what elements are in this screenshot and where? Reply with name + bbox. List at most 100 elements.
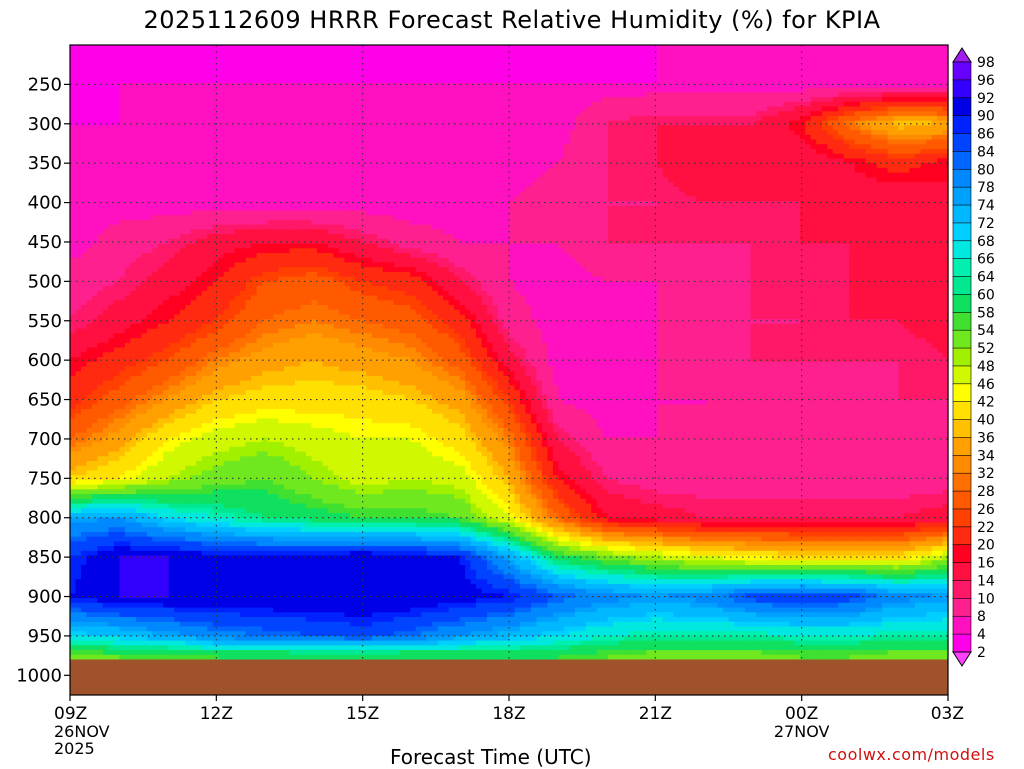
- rh-cell: [147, 352, 153, 357]
- rh-cell: [81, 452, 87, 457]
- rh-cell: [158, 480, 164, 485]
- rh-cell: [119, 201, 125, 206]
- rh-cell: [158, 78, 164, 83]
- rh-cell: [169, 409, 175, 414]
- rh-cell: [136, 551, 142, 556]
- rh-cell: [147, 570, 153, 575]
- rh-cell: [169, 532, 175, 537]
- rh-cell: [202, 409, 208, 414]
- rh-cell: [130, 262, 136, 267]
- rh-cell: [81, 262, 87, 267]
- rh-cell: [103, 88, 109, 93]
- rh-cell: [114, 173, 120, 178]
- rh-cell: [158, 508, 164, 513]
- rh-cell: [114, 608, 120, 613]
- rh-cell: [180, 220, 186, 225]
- rh-cell: [86, 210, 92, 215]
- rh-cell: [103, 130, 109, 135]
- rh-cell: [191, 480, 197, 485]
- rh-cell: [97, 650, 103, 655]
- rh-cell: [125, 144, 131, 149]
- rh-cell: [92, 636, 98, 641]
- rh-cell: [130, 135, 136, 140]
- rh-cell: [169, 333, 175, 338]
- rh-cell: [81, 437, 87, 442]
- rh-cell: [169, 489, 175, 494]
- rh-cell: [125, 50, 131, 55]
- rh-cell: [75, 437, 81, 442]
- rh-cell: [108, 196, 114, 201]
- rh-cell: [191, 338, 197, 343]
- rh-cell: [180, 106, 186, 111]
- rh-cell: [75, 92, 81, 97]
- rh-cell: [202, 140, 208, 145]
- rh-cell: [130, 641, 136, 646]
- rh-cell: [125, 234, 131, 239]
- rh-cell: [174, 522, 180, 527]
- rh-cell: [70, 499, 76, 504]
- rh-cell: [196, 187, 202, 192]
- rh-cell: [202, 102, 208, 107]
- rh-cell: [108, 622, 114, 627]
- rh-cell: [130, 140, 136, 145]
- rh-cell: [130, 522, 136, 527]
- rh-cell: [141, 324, 147, 329]
- rh-cell: [141, 149, 147, 154]
- rh-cell: [108, 570, 114, 575]
- rh-cell: [86, 527, 92, 532]
- rh-cell: [125, 603, 131, 608]
- rh-cell: [152, 182, 158, 187]
- rh-cell: [152, 163, 158, 168]
- rh-cell: [97, 608, 103, 613]
- rh-cell: [75, 381, 81, 386]
- rh-cell: [180, 456, 186, 461]
- rh-cell: [97, 428, 103, 433]
- rh-cell: [174, 622, 180, 627]
- rh-cell: [136, 182, 142, 187]
- rh-cell: [152, 452, 158, 457]
- rh-cell: [103, 418, 109, 423]
- rh-cell: [191, 579, 197, 584]
- rh-cell: [180, 305, 186, 310]
- rh-cell: [130, 598, 136, 603]
- rh-cell: [108, 267, 114, 272]
- rh-cell: [103, 225, 109, 230]
- rh-cell: [141, 300, 147, 305]
- rh-cell: [158, 655, 164, 660]
- rh-cell: [119, 343, 125, 348]
- rh-cell: [141, 551, 147, 556]
- rh-cell: [81, 461, 87, 466]
- rh-cell: [103, 281, 109, 286]
- rh-cell: [152, 499, 158, 504]
- rh-cell: [86, 220, 92, 225]
- rh-cell: [163, 641, 169, 646]
- rh-cell: [75, 442, 81, 447]
- rh-cell: [130, 210, 136, 215]
- rh-cell: [70, 437, 76, 442]
- rh-cell: [92, 135, 98, 140]
- rh-cell: [114, 489, 120, 494]
- rh-cell: [152, 168, 158, 173]
- rh-cell: [81, 617, 87, 622]
- rh-cell: [191, 452, 197, 457]
- rh-cell: [97, 485, 103, 490]
- rh-cell: [147, 447, 153, 452]
- rh-cell: [169, 102, 175, 107]
- rh-cell: [75, 338, 81, 343]
- rh-cell: [147, 546, 153, 551]
- rh-cell: [125, 220, 131, 225]
- rh-cell: [202, 201, 208, 206]
- rh-cell: [70, 333, 76, 338]
- rh-cell: [191, 357, 197, 362]
- rh-cell: [119, 371, 125, 376]
- rh-cell: [185, 54, 191, 59]
- rh-cell: [147, 262, 153, 267]
- rh-cell: [152, 626, 158, 631]
- rh-cell: [169, 603, 175, 608]
- rh-cell: [81, 433, 87, 438]
- rh-cell: [119, 409, 125, 414]
- rh-cell: [75, 262, 81, 267]
- rh-cell: [103, 258, 109, 263]
- rh-cell: [114, 201, 120, 206]
- rh-cell: [169, 144, 175, 149]
